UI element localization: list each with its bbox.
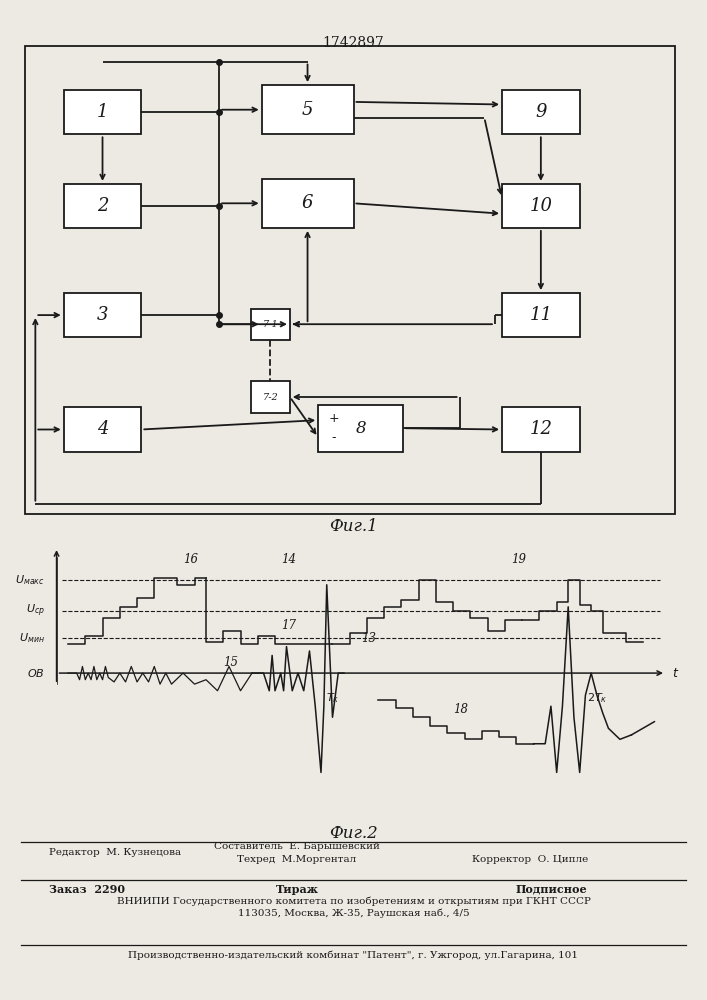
Text: $2T_к$: $2T_к$ [587,691,607,705]
Text: Фиг.2: Фиг.2 [329,825,378,842]
Bar [64,184,141,228]
Text: $ОВ$: $ОВ$ [28,667,45,679]
Text: $U_{мин}$: $U_{мин}$ [19,631,45,645]
Text: 8: 8 [355,420,366,437]
Text: ВНИИПИ Государственного комитета по изобретениям и открытиям при ГКНТ СССР: ВНИИПИ Государственного комитета по изоб… [117,896,590,906]
Text: Редактор  М. Кузнецова: Редактор М. Кузнецова [49,848,182,857]
Bar [502,184,580,228]
Text: 3: 3 [97,306,108,324]
Text: Подписное: Подписное [515,884,588,895]
Text: 16: 16 [183,553,198,566]
Text: 2: 2 [97,197,108,215]
Text: $U_{ср}$: $U_{ср}$ [26,603,45,619]
Text: 5: 5 [302,101,313,119]
Text: Заказ  2290: Заказ 2290 [49,884,125,895]
Bar [262,85,354,134]
Text: 18: 18 [453,703,468,716]
Text: 113035, Москва, Ж-35, Раушская наб., 4/5: 113035, Москва, Ж-35, Раушская наб., 4/5 [238,909,469,918]
Text: 17: 17 [281,619,296,632]
Bar [502,407,580,452]
Text: Составитель  Е. Барышевский: Составитель Е. Барышевский [214,842,380,851]
Text: 9: 9 [535,103,547,121]
Text: 19: 19 [510,553,526,566]
Bar [262,179,354,228]
Bar [502,90,580,134]
Text: Фиг.1: Фиг.1 [329,518,378,535]
Text: 6: 6 [302,194,313,212]
Bar [64,293,141,337]
Text: 14: 14 [281,553,296,566]
Text: 15: 15 [223,656,238,669]
Text: 4: 4 [97,420,108,438]
Text: Техред  М.Моргентал: Техред М.Моргентал [238,855,356,864]
Bar [64,407,141,452]
Bar [251,309,290,340]
Bar [251,381,290,413]
Text: 7-2: 7-2 [262,392,279,401]
Text: 13: 13 [361,632,376,645]
Text: $T_к$: $T_к$ [326,691,339,705]
Text: 11: 11 [530,306,552,324]
Text: -: - [332,431,336,444]
Text: Тираж: Тираж [276,884,318,895]
Text: +: + [328,412,339,425]
Text: Производственно-издательский комбинат "Патент", г. Ужгород, ул.Гагарина, 101: Производственно-издательский комбинат "П… [129,951,578,960]
Text: 12: 12 [530,420,552,438]
Text: $t$: $t$ [672,667,679,680]
Text: 1: 1 [97,103,108,121]
Bar [502,293,580,337]
Text: 10: 10 [530,197,552,215]
Text: $U_{макс}$: $U_{макс}$ [16,573,45,587]
Text: Корректор  О. Ципле: Корректор О. Ципле [472,855,588,864]
Text: 7-1: 7-1 [262,320,279,329]
Bar [64,90,141,134]
Bar [318,405,403,452]
Text: 1742897: 1742897 [322,36,385,50]
